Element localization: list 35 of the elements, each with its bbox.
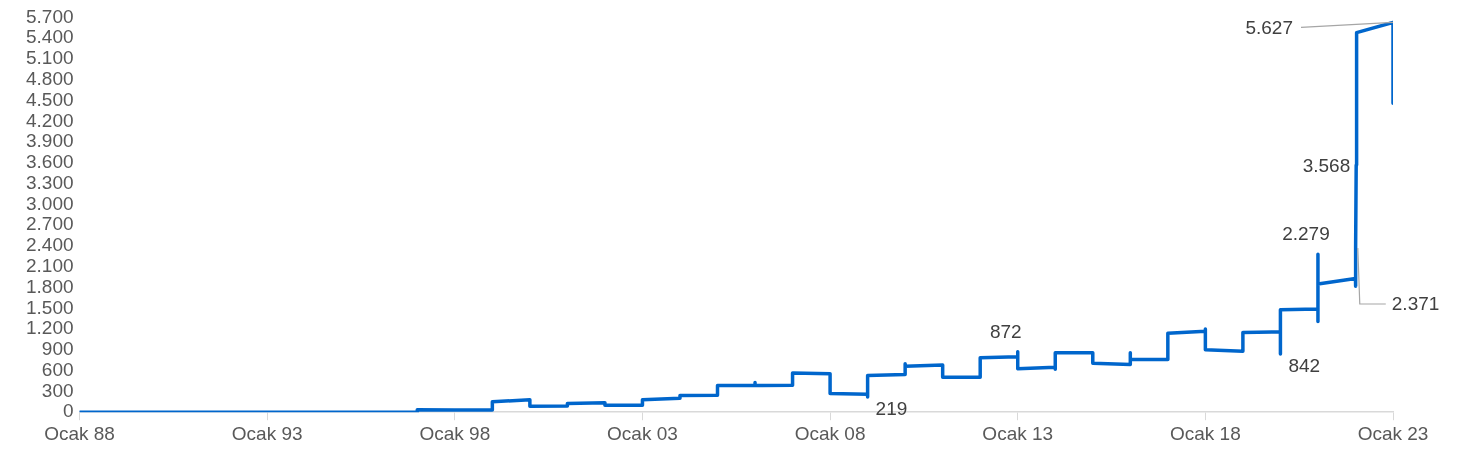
y-tick-label: 0	[62, 400, 74, 422]
data-label: 2.371	[1391, 292, 1440, 314]
y-tick-label: 3.900	[26, 130, 74, 152]
y-tick-label: 3.300	[26, 171, 74, 193]
data-label: 2.279	[1282, 223, 1330, 245]
y-tick-label: 2.700	[26, 213, 74, 235]
data-label: 3.568	[1302, 155, 1351, 177]
y-tick-label: 300	[41, 379, 74, 401]
y-tick-label: 600	[41, 358, 74, 380]
y-tick-label: 4.800	[26, 67, 74, 89]
y-tick-label: 2.400	[26, 234, 74, 256]
y-tick-label: 2.100	[26, 254, 74, 276]
y-tick-label: 1.800	[26, 275, 74, 297]
x-tick-label: Ocak 88	[44, 422, 115, 444]
x-tick-label: Ocak 23	[1357, 422, 1429, 444]
data-label: 219	[875, 398, 908, 420]
y-tick-label: 900	[41, 338, 74, 360]
y-tick-label: 3.000	[26, 192, 74, 214]
y-tick-label: 5.400	[26, 26, 74, 48]
data-label: 872	[989, 320, 1022, 342]
x-tick-label: Ocak 03	[607, 422, 678, 444]
y-tick-label: 4.200	[26, 109, 74, 131]
x-tick-label: Ocak 93	[231, 422, 303, 444]
y-tick-label: 4.500	[26, 88, 74, 110]
x-tick-label: Ocak 18	[1169, 422, 1241, 444]
y-tick-label: 3.600	[26, 151, 74, 173]
y-tick-label: 5.700	[26, 5, 74, 27]
data-label: 5.627	[1245, 17, 1293, 39]
y-tick-label: 1.500	[26, 296, 74, 318]
data-label: 842	[1288, 354, 1321, 376]
y-tick-label: 1.200	[26, 317, 74, 339]
x-tick-label: Ocak 98	[419, 422, 491, 444]
x-tick-label: Ocak 08	[794, 422, 866, 444]
y-tick-label: 5.100	[26, 47, 74, 69]
x-tick-label: Ocak 13	[982, 422, 1054, 444]
